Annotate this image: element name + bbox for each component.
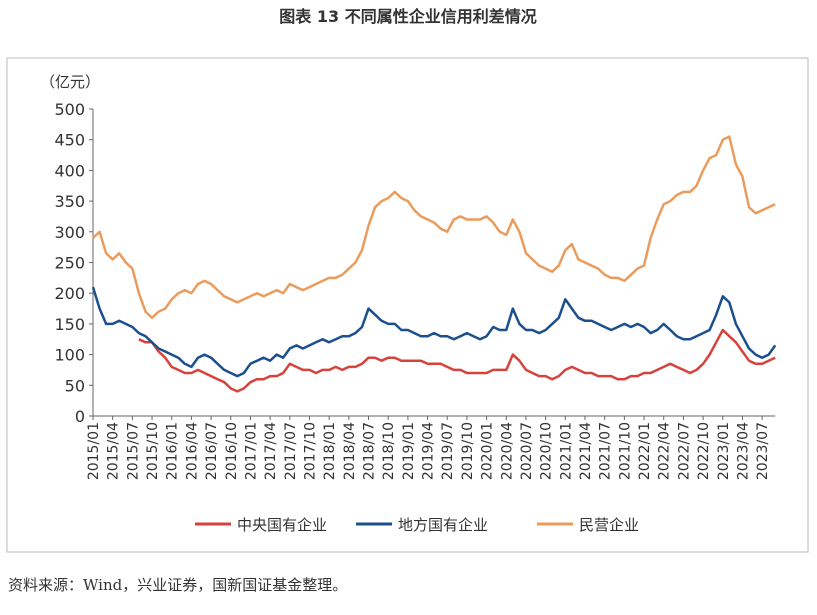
x-tick-label: 2017/10 (302, 422, 318, 480)
y-tick-label: 0 (75, 407, 85, 426)
x-tick-label: 2019/01 (401, 422, 417, 480)
legend-label: 中央国有企业 (237, 516, 327, 534)
x-tick-label: 2016/04 (184, 422, 200, 480)
series-line (91, 286, 777, 378)
x-tick-label: 2021/07 (598, 422, 614, 480)
chart-title: 图表 13 不同属性企业信用利差情况 (279, 7, 536, 26)
x-tick-label: 2017/07 (283, 422, 299, 480)
x-tick-label: 2018/10 (381, 422, 397, 480)
x-tick-label: 2015/10 (145, 422, 161, 480)
frame (6, 57, 809, 553)
x-tick-label: 2022/10 (696, 422, 712, 480)
x-tick-label: 2019/07 (440, 422, 456, 480)
y-unit: （亿元） (40, 73, 100, 91)
x-tick-label: 2019/04 (421, 422, 437, 480)
x-tick-label: 2021/01 (558, 422, 574, 480)
x-tick-label: 2020/01 (480, 422, 496, 480)
x-tick-label: 2018/01 (322, 422, 338, 480)
x-tick-label: 2018/07 (362, 422, 378, 480)
y-tick-label: 300 (54, 223, 85, 242)
series-line (138, 328, 776, 393)
x-tick-label: 2023/04 (735, 422, 751, 480)
y-tick-label: 200 (54, 284, 85, 303)
y-tick-label: 400 (54, 161, 85, 180)
y-tick-label: 350 (54, 192, 85, 211)
x-tick-label: 2017/01 (243, 422, 259, 480)
x-tick-label: 2023/07 (755, 422, 771, 480)
x-tick-label: 2016/10 (224, 422, 240, 480)
x-tick-label: 2015/01 (86, 422, 102, 480)
series-line (92, 135, 776, 320)
x-tick-label: 2016/01 (165, 422, 181, 480)
y-tick-label: 500 (54, 100, 85, 119)
x-tick-label: 2022/04 (657, 422, 673, 480)
legend-label: 民营企业 (579, 516, 639, 534)
y-tick-label: 50 (65, 376, 85, 395)
x-tick-label: 2021/04 (578, 422, 594, 480)
x-tick-label: 2022/01 (637, 422, 653, 480)
x-tick-label: 2020/10 (539, 422, 555, 480)
y-tick-label: 100 (54, 346, 85, 365)
y-tick-label: 450 (54, 131, 85, 150)
x-tick-label: 2019/10 (460, 422, 476, 480)
x-tick-label: 2018/04 (342, 422, 358, 480)
y-tick-label: 150 (54, 315, 85, 334)
x-tick-label: 2017/04 (263, 422, 279, 480)
x-tick-label: 2015/04 (106, 422, 122, 480)
y-tick-label: 250 (54, 254, 85, 273)
x-tick-label: 2020/04 (499, 422, 515, 480)
x-tick-label: 2020/07 (519, 422, 535, 480)
x-tick-label: 2021/10 (617, 422, 633, 480)
source: 资料来源：Wind，兴业证券，国新国证基金整理。 (8, 576, 347, 594)
x-tick-label: 2022/07 (676, 422, 692, 480)
x-tick-label: 2015/07 (125, 422, 141, 480)
x-tick-label: 2023/01 (716, 422, 732, 480)
x-tick-label: 2016/07 (204, 422, 220, 480)
legend-label: 地方国有企业 (398, 516, 488, 534)
